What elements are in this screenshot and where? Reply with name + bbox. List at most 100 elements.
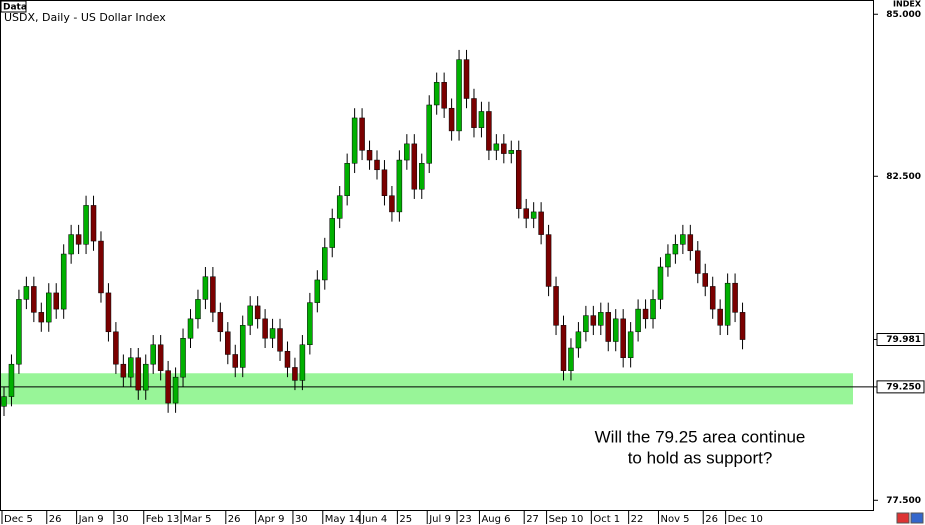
candle-body: [568, 347, 574, 371]
x-tick-label: Jun 4: [361, 514, 387, 525]
annotation: Will the 79.25 area continue: [595, 427, 806, 446]
x-tick-label: Oct 1: [593, 514, 620, 525]
x-tick-label: 26: [49, 514, 62, 525]
candle-body: [195, 299, 201, 320]
candle-body: [142, 363, 149, 391]
candle-body: [486, 111, 492, 151]
candle-body: [605, 312, 612, 342]
candle-body: [187, 318, 194, 339]
candle-body: [344, 163, 350, 196]
y-tick-label: 85.000: [886, 10, 921, 20]
candle-body: [553, 286, 559, 326]
chart-title: USDX, Daily - US Dollar Index: [4, 11, 166, 24]
candle-body: [635, 308, 641, 333]
support-zone: [1, 373, 853, 405]
candle-body: [583, 315, 589, 333]
candle-body: [463, 59, 470, 99]
candle-body: [120, 363, 127, 378]
candle-body: [262, 318, 268, 339]
candle-body: [23, 286, 30, 300]
candle-body: [53, 292, 59, 310]
candle-body: [389, 195, 395, 213]
candle-body: [269, 328, 276, 339]
x-tick-label: Sep 10: [549, 514, 584, 525]
candle-body: [307, 302, 313, 346]
candle-body: [374, 159, 380, 171]
candle-body: [590, 315, 597, 326]
candle-body: [180, 338, 186, 378]
candle-body: [16, 299, 22, 365]
x-tick-label: Dec 10: [728, 514, 763, 525]
axis-label-box: [878, 0, 924, 8]
candle-body: [254, 305, 261, 320]
candle-body: [8, 363, 15, 397]
current-price-label: 79.981: [886, 335, 921, 345]
x-tick-label: Mar 5: [183, 514, 211, 525]
candle-body: [530, 211, 537, 219]
x-tick-label: 30: [295, 514, 308, 525]
candle-body: [620, 318, 626, 358]
candle-body: [351, 117, 358, 164]
candle-body: [724, 282, 731, 326]
candle-body: [732, 282, 738, 313]
x-tick-label: 27: [526, 514, 539, 525]
candle-body: [657, 266, 664, 300]
candle-body: [665, 253, 671, 268]
candle-body: [702, 273, 708, 287]
data-badge: [0, 0, 27, 13]
candle-body: [46, 292, 52, 323]
candle-body: [366, 150, 373, 161]
candle-body: [336, 195, 343, 219]
candle-body: [1, 396, 7, 407]
candle-body: [411, 143, 418, 190]
candle-body: [381, 169, 388, 196]
x-tick-label: Aug 6: [481, 514, 510, 525]
candle-body: [598, 312, 604, 326]
x-tick-label: Dec 5: [4, 514, 33, 525]
candle-body: [299, 344, 306, 381]
candle-body: [75, 234, 82, 245]
candle-body: [210, 276, 216, 313]
x-tick-label: 25: [399, 514, 412, 525]
candle-body: [695, 250, 701, 274]
y-tick-label: 77.500: [886, 496, 921, 506]
candle-body: [515, 150, 522, 209]
x-tick-label: 22: [631, 514, 644, 525]
candle-body: [538, 211, 544, 235]
x-tick-label: 23: [459, 514, 472, 525]
candle-body: [38, 312, 45, 323]
candle-body: [448, 107, 455, 132]
candle-body: [627, 331, 634, 358]
candle-body: [292, 367, 298, 381]
candle-body: [650, 299, 656, 320]
candle-body: [247, 305, 253, 326]
candle-body: [157, 344, 164, 371]
candle-body: [478, 111, 485, 128]
candle-body: [672, 244, 679, 255]
candle-body: [493, 143, 500, 151]
candle-body: [523, 208, 529, 219]
candle-body: [739, 312, 746, 340]
candle-body: [396, 159, 403, 213]
candle-body: [68, 234, 74, 255]
candle-body: [687, 234, 694, 252]
candle-body: [277, 328, 283, 352]
x-tick-label: Jul 9: [428, 514, 451, 525]
candle-body: [709, 286, 716, 310]
current-price-box: [876, 333, 925, 347]
candle-body: [60, 253, 67, 310]
candle-body: [225, 331, 231, 355]
candle-body: [105, 292, 112, 333]
x-tick-label: 26: [228, 514, 241, 525]
data-label: Data: [3, 3, 27, 13]
x-tick-label: 30: [116, 514, 129, 525]
candle-body: [575, 331, 582, 349]
candle-body: [471, 98, 477, 128]
axis-label: INDEX: [893, 0, 922, 9]
candle-body: [165, 370, 171, 404]
candle-body: [441, 82, 447, 109]
icon: [896, 512, 910, 524]
x-tick-label: Feb 13: [146, 514, 180, 525]
